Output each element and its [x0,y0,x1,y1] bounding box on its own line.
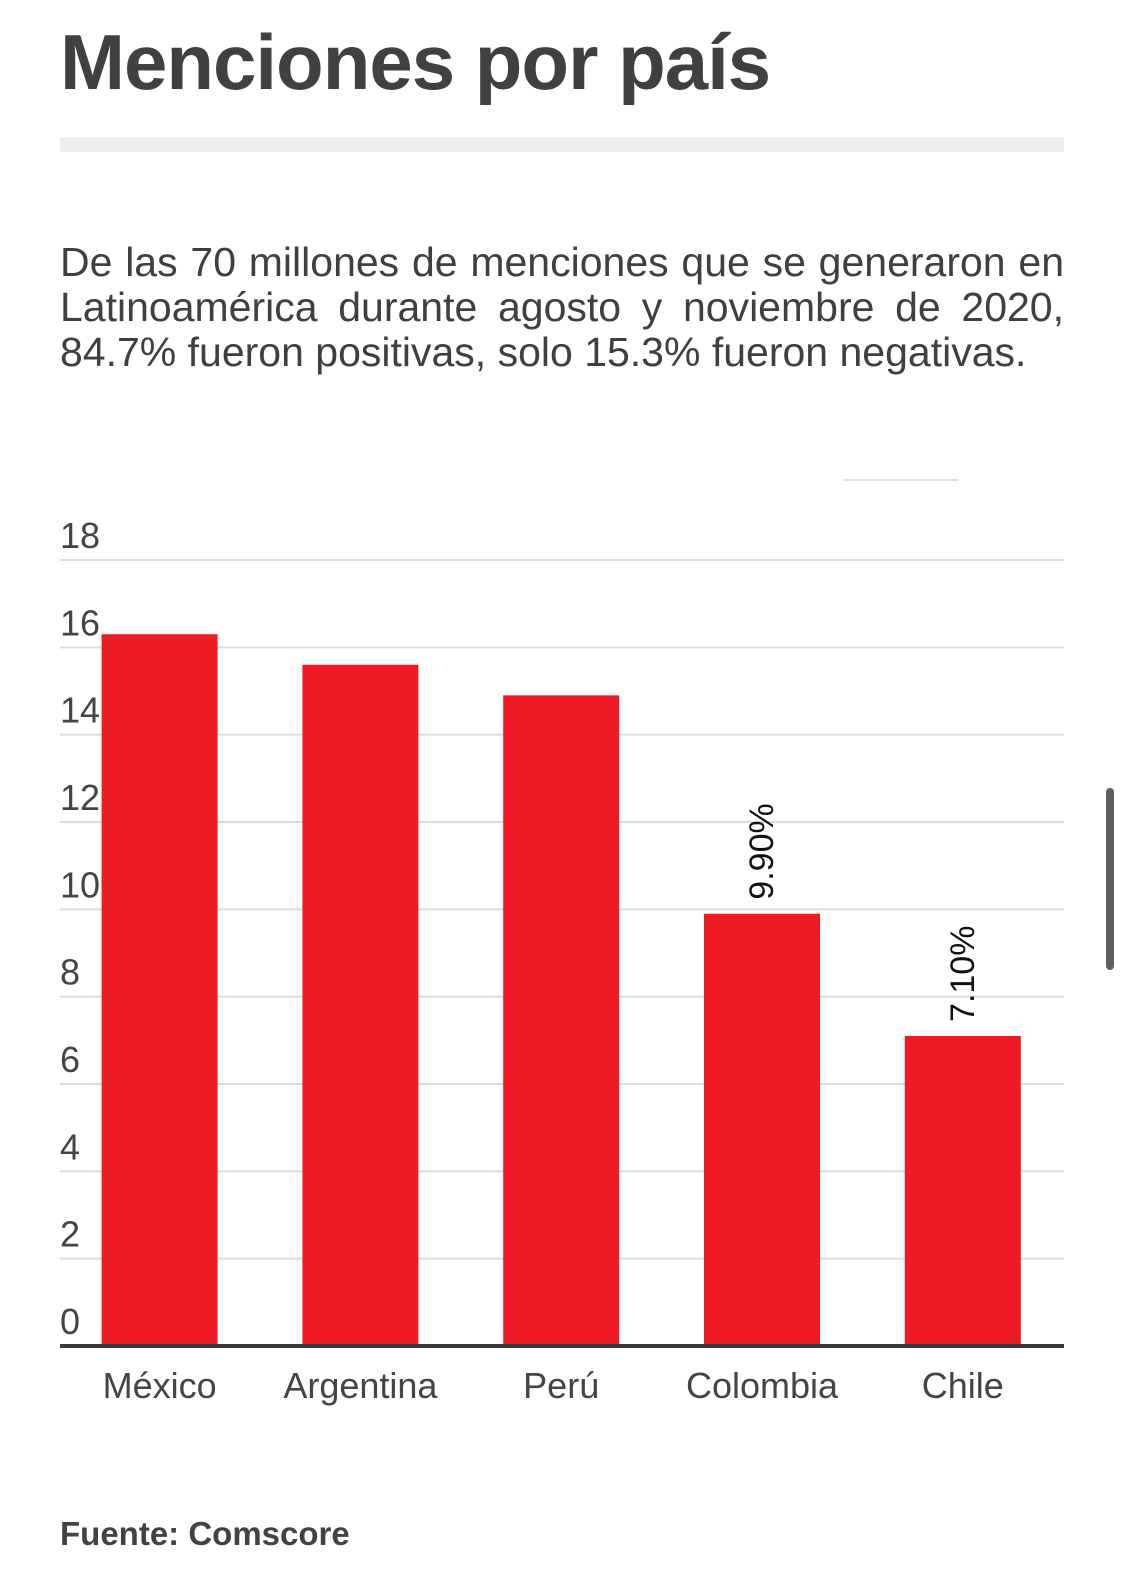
x-tick-label: Chile [922,1365,1004,1406]
data-label: 7.10% [944,926,982,1022]
y-tick-label: 4 [60,1126,80,1167]
y-tick-label: 8 [60,952,80,993]
chart-description: De las 70 millones de menciones que se g… [60,239,1064,375]
scrollbar-thumb[interactable] [1106,788,1114,970]
y-tick-label: 2 [60,1214,80,1255]
data-label: 9.90% [743,803,781,899]
decorative-line [843,479,958,481]
y-tick-label: 14 [60,690,100,731]
x-tick-label: México [103,1365,217,1406]
bar [101,634,218,1346]
bar [704,913,820,1346]
y-tick-label: 18 [60,515,100,556]
y-tick-label: 6 [60,1039,80,1080]
y-tick-label: 16 [60,602,100,643]
source-note: Fuente: Comscore [60,1515,350,1552]
x-tick-label: Perú [523,1365,599,1406]
x-tick-label: Colombia [686,1365,839,1406]
y-tick-label: 12 [60,777,100,818]
chart-title: Menciones por país [60,18,771,106]
title-divider [60,137,1064,152]
bar [302,664,419,1346]
x-tick-label: Argentina [283,1365,438,1406]
y-tick-label: 0 [60,1301,80,1342]
bar-chart: 0 2 4 6 8 10 12 14 16 18 México Argentina Perú Colomb… [60,515,1064,1406]
bar [503,695,620,1346]
bar [904,1035,1021,1346]
y-tick-label: 10 [60,864,100,905]
